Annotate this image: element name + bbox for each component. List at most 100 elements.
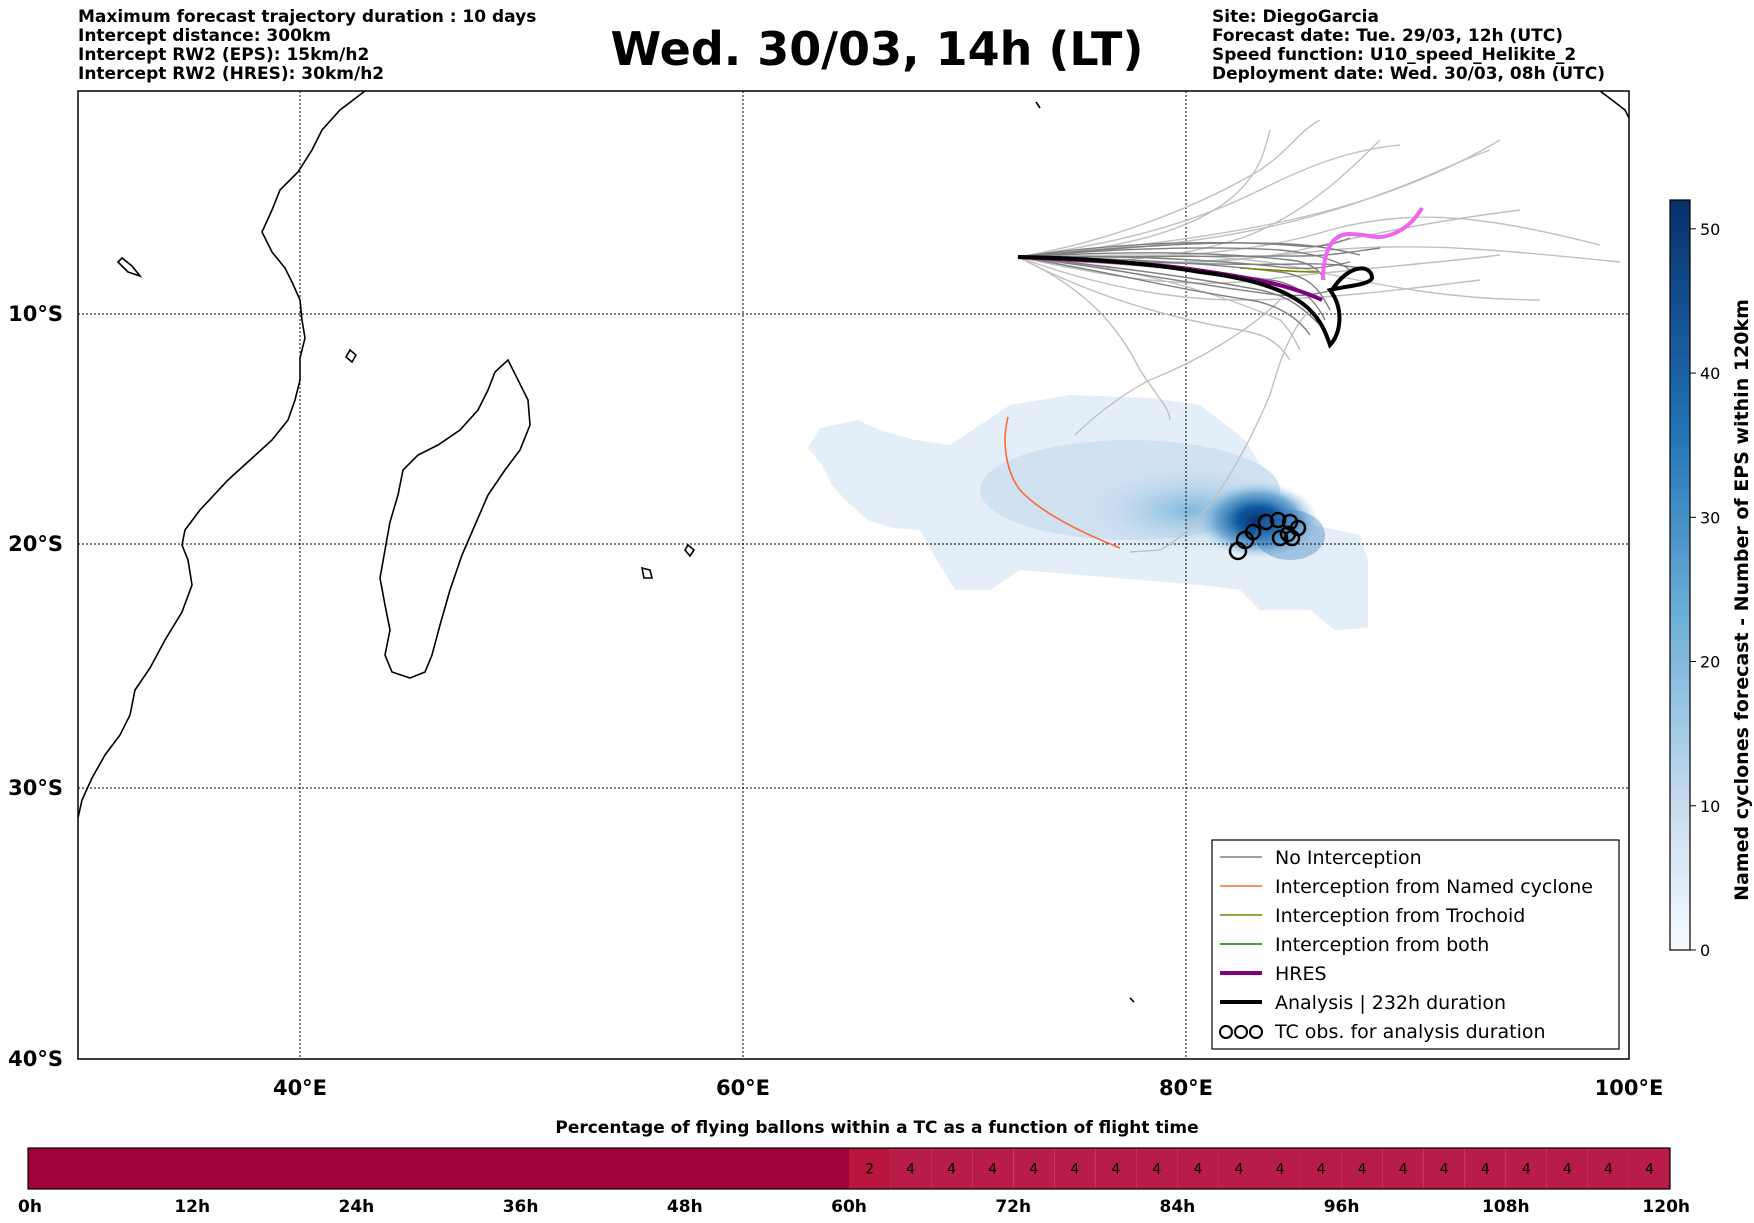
legend-swatch-tc-obs: [1219, 1025, 1263, 1039]
timeline-tick-label: 84h: [1160, 1197, 1196, 1217]
timeline-cell-value: 4: [1358, 1162, 1367, 1178]
lon-tick-label: 60°E: [716, 1076, 770, 1100]
legend-label: No Interception: [1275, 847, 1422, 869]
timeline-cell-value: 4: [1645, 1162, 1654, 1178]
colorbar-tick-label: 0: [1700, 941, 1710, 960]
analysis-trajectory: [1017, 255, 1375, 349]
timeline-cell: [1505, 1148, 1547, 1189]
timeline-cell-value: 4: [1563, 1162, 1572, 1178]
forecast-pink-trajectory: [1321, 206, 1424, 281]
colorbar-gradient: [1669, 199, 1691, 951]
timeline-title: Percentage of flying ballons within a TC…: [555, 1118, 1199, 1138]
timeline-cell: [1013, 1148, 1055, 1189]
tc-observation-symbols: [1228, 511, 1307, 561]
site-info: Site: DiegoGarcia Forecast date: Tue. 29…: [1212, 8, 1605, 84]
colorbar: 0 10 20 30 40 50: [1669, 199, 1720, 960]
timeline-cell: [1341, 1148, 1383, 1189]
timeline-cell-value: 4: [1276, 1162, 1285, 1178]
mauritius-island: [640, 566, 654, 579]
colorbar-tick-label: 20: [1700, 653, 1720, 672]
timeline-tick-label: 12h: [174, 1197, 210, 1217]
map-legend: No Interception Interception from Named …: [1211, 839, 1620, 1050]
intercept-distance-text: Intercept distance: 300km: [78, 26, 331, 46]
timeline-cell-value: 4: [1029, 1162, 1038, 1178]
maldives-island: [1035, 101, 1041, 109]
coastlines: [78, 91, 1629, 1003]
timeline-tick-label: 0h: [18, 1197, 42, 1217]
colorbar-tick-label: 40: [1700, 364, 1720, 383]
timeline-cell: [1218, 1148, 1260, 1189]
timeline-cell: [1464, 1148, 1506, 1189]
timeline-cell-value: 4: [1399, 1162, 1408, 1178]
legend-label: HRES: [1275, 963, 1327, 985]
speed-function-text: Speed function: U10_speed_Helikite_2: [1212, 45, 1577, 65]
timeline-cell: [1054, 1148, 1096, 1189]
forecast-parameters: Maximum forecast trajectory duration : 1…: [78, 8, 536, 84]
timeline-cell-value: 4: [1522, 1162, 1531, 1178]
timeline-cell: [849, 1148, 891, 1189]
timeline-cell: [931, 1148, 973, 1189]
timeline-tick-label: 120h: [1642, 1197, 1690, 1217]
timeline-cell: [972, 1148, 1014, 1189]
legend-label: Interception from both: [1275, 934, 1489, 956]
timeline-cell: [1546, 1148, 1588, 1189]
timeline-tick-label: 72h: [995, 1197, 1031, 1217]
timeline-tick-label: 108h: [1482, 1197, 1530, 1217]
timeline-cell-value: 2: [865, 1162, 874, 1178]
timeline-cell-value: 4: [1070, 1162, 1079, 1178]
map-area: [78, 91, 1629, 1059]
africa-coastline: [78, 91, 366, 819]
lat-tick-label: 30°S: [8, 776, 63, 800]
colorbar-label: Named cyclones forecast - Number of EPS …: [1731, 299, 1753, 901]
forecast-date-text: Forecast date: Tue. 29/03, 12h (UTC): [1212, 26, 1563, 46]
intercept-hres-text: Intercept RW2 (HRES): 30km/h2: [78, 64, 385, 84]
timeline-tick-label: 48h: [667, 1197, 703, 1217]
timeline-cell-value: 4: [1193, 1162, 1202, 1178]
timeline-cell-value: 4: [947, 1162, 956, 1178]
legend-box: [1211, 839, 1620, 1050]
timeline-frame: [27, 1147, 1671, 1190]
timeline-cell: [890, 1148, 932, 1189]
page-title: Wed. 30/03, 14h (LT): [610, 22, 1144, 76]
comoros-island: [344, 348, 358, 364]
cyclone-density-field: [808, 395, 1368, 630]
lat-tick-label: 20°S: [8, 532, 63, 556]
map-frame: [77, 90, 1630, 1060]
trochoid-trajectory: [1239, 267, 1319, 273]
seychelles-island: [116, 256, 143, 278]
lat-tick-label: 40°S: [8, 1047, 63, 1071]
intercept-eps-text: Intercept RW2 (EPS): 15km/h2: [78, 45, 370, 65]
timeline-tick-label: 60h: [831, 1197, 867, 1217]
timeline-cell: [28, 1148, 849, 1189]
lat-tick-label: 10°S: [8, 302, 63, 326]
lon-tick-label: 80°E: [1159, 1076, 1213, 1100]
reunion-island: [684, 543, 696, 558]
madagascar-coastline: [379, 358, 531, 679]
deployment-date-text: Deployment date: Wed. 30/03, 08h (UTC): [1212, 64, 1606, 84]
timeline-cell-value: 4: [906, 1162, 915, 1178]
lon-tick-label: 100°E: [1595, 1076, 1664, 1100]
legend-label: Interception from Named cyclone: [1275, 876, 1593, 898]
named-cyclone-trajectory: [1004, 416, 1121, 549]
colorbar-tick-label: 50: [1700, 220, 1720, 239]
sumatra-coastline: [1599, 91, 1629, 119]
timeline-cell-value: 4: [988, 1162, 997, 1178]
timeline-cell-value: 4: [1481, 1162, 1490, 1178]
timeline-cell-value: 4: [1317, 1162, 1326, 1178]
timeline-cell-value: 4: [1111, 1162, 1120, 1178]
chagos-island: [1129, 997, 1135, 1003]
lon-tick-label: 40°E: [273, 1076, 327, 1100]
timeline-tick-label: 24h: [339, 1197, 375, 1217]
timeline-bar: 2 4 4 4 4 4 4 4 4 4 4 4 4 4 4 4 4 4 4 4 0h 12h 24h 36h 48h 60h 72…: [18, 1147, 1690, 1217]
timeline-cell: [1095, 1148, 1137, 1189]
colorbar-tick-label: 30: [1700, 508, 1720, 527]
timeline-tick-label: 96h: [1324, 1197, 1360, 1217]
timeline-cell: [1628, 1148, 1670, 1189]
legend-label: Interception from Trochoid: [1275, 905, 1525, 927]
timeline-cell: [1259, 1148, 1301, 1189]
timeline-cell: [1382, 1148, 1424, 1189]
timeline-cell-value: 4: [1440, 1162, 1449, 1178]
colorbar-tick-label: 10: [1700, 797, 1720, 816]
timeline-cell-value: 4: [1235, 1162, 1244, 1178]
